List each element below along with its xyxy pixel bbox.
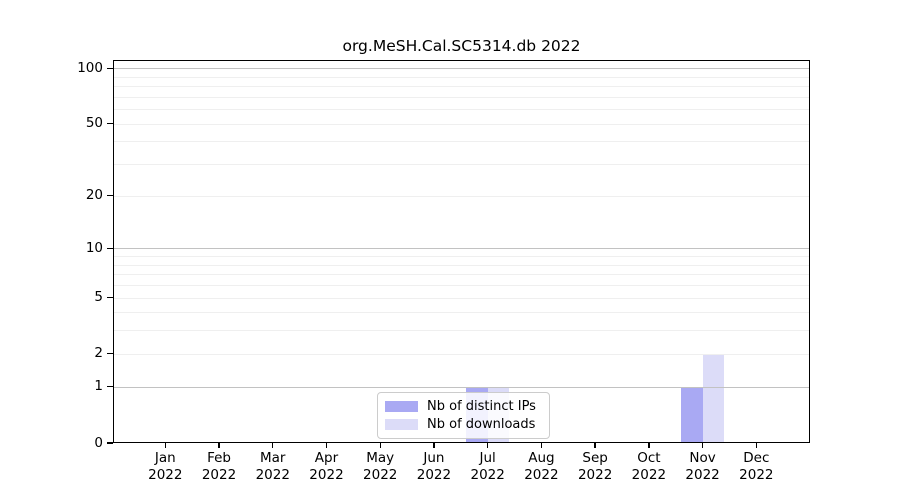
x-tick-label-aug: Aug 2022 (509, 450, 573, 484)
gridline-minor-5 (113, 297, 810, 299)
x-label-month: Aug (528, 450, 555, 466)
x-label-month: Apr (314, 450, 339, 466)
x-label-year: 2022 (577, 467, 613, 483)
x-label-month: Jun (423, 450, 445, 466)
x-tick-dec (755, 443, 758, 448)
x-tick-label-may: May 2022 (348, 450, 412, 484)
gridline-minor-9 (113, 256, 810, 258)
y-tick-label-2: 2 (94, 345, 103, 362)
grid-layer (113, 60, 810, 443)
x-label-month: Dec (743, 450, 770, 466)
x-tick-feb (218, 443, 220, 448)
y-tick-label-100: 100 (77, 59, 103, 76)
y-tick-1 (107, 386, 113, 388)
gridline-minor-30 (113, 164, 810, 166)
x-label-year: 2022 (685, 467, 720, 483)
legend-entry-1: Nb of downloads (385, 417, 541, 432)
legend-entry-0: Nb of distinct IPs (385, 399, 541, 414)
gridline-major-10 (113, 248, 810, 250)
y-tick-label-10: 10 (85, 239, 103, 256)
x-label-month: May (366, 450, 395, 466)
y-tick-label-0: 0 (94, 434, 103, 451)
gridline-minor-6 (113, 284, 810, 286)
y-tick-50 (107, 123, 113, 125)
gridline-minor-40 (113, 141, 810, 143)
x-tick-jul (486, 443, 489, 448)
x-label-month: Jul (479, 450, 496, 466)
x-tick-oct (648, 443, 650, 448)
gridline-minor-8 (113, 264, 810, 266)
x-label-year: 2022 (148, 467, 183, 483)
x-label-month: Sep (582, 450, 608, 466)
legend-swatch-icon (385, 418, 418, 430)
x-label-year: 2022 (255, 467, 290, 483)
x-tick-aug (540, 443, 543, 448)
legend: Nb of distinct IPs Nb of downloads (377, 392, 550, 439)
x-tick-label-jan: Jan 2022 (133, 450, 197, 484)
gridline-minor-4 (113, 312, 810, 314)
x-tick-label-sep: Sep 2022 (563, 450, 627, 484)
gridline-minor-60 (113, 109, 810, 111)
x-tick-label-oct: Oct 2022 (617, 450, 681, 484)
y-tick-10 (107, 247, 113, 249)
x-tick-mar (272, 443, 274, 448)
x-tick-label-mar: Mar 2022 (241, 450, 305, 484)
legend-label: Nb of downloads (427, 416, 536, 432)
x-label-year: 2022 (416, 467, 452, 483)
legend-label: Nb of distinct IPs (427, 399, 536, 415)
x-label-year: 2022 (631, 467, 667, 483)
gridline-minor-3 (113, 330, 810, 332)
y-tick-2 (107, 353, 113, 355)
y-tick-100 (107, 67, 113, 69)
x-label-year: 2022 (470, 467, 505, 483)
x-label-month: Jan (154, 450, 176, 466)
y-tick-label-20: 20 (85, 187, 103, 204)
gridline-minor-70 (113, 96, 810, 98)
gridline-minor-90 (113, 76, 810, 78)
x-label-month: Feb (207, 450, 231, 466)
gridline-minor-2 (113, 353, 810, 355)
bar-nb-of-distinct-ips-nov (681, 386, 703, 443)
plot-area (113, 60, 810, 443)
x-tick-label-jun: Jun 2022 (402, 450, 466, 484)
legend-swatch-icon (385, 401, 418, 413)
x-tick-label-dec: Dec 2022 (724, 450, 788, 484)
y-tick-5 (107, 296, 113, 299)
x-tick-jan (164, 443, 166, 448)
x-label-month: Oct (637, 450, 661, 466)
x-tick-may (379, 443, 381, 448)
y-tick-0 (107, 442, 113, 444)
x-tick-nov (701, 443, 704, 448)
x-label-month: Nov (689, 450, 716, 466)
gridline-minor-50 (113, 123, 810, 125)
x-tick-label-jul: Jul 2022 (456, 450, 520, 484)
x-tick-jun (433, 443, 435, 448)
x-tick-apr (325, 443, 328, 448)
gridline-major-1 (113, 386, 810, 388)
x-label-month: Mar (260, 450, 286, 466)
bar-nb-of-downloads-nov (702, 353, 725, 443)
gridline-minor-80 (113, 86, 810, 88)
x-label-year: 2022 (739, 467, 774, 483)
gridline-minor-20 (113, 195, 810, 197)
y-tick-label-5: 5 (94, 289, 103, 305)
x-label-year: 2022 (363, 467, 398, 483)
x-label-year: 2022 (309, 467, 344, 483)
y-tick-20 (107, 195, 113, 197)
chart-title: org.MeSH.Cal.SC5314.db 2022 (342, 37, 581, 55)
x-tick-sep (594, 443, 596, 448)
gridline-minor-7 (113, 274, 810, 276)
y-tick-label-50: 50 (85, 115, 103, 132)
x-tick-label-feb: Feb 2022 (187, 450, 251, 484)
y-tick-label-1: 1 (94, 378, 103, 395)
gridline-major-100 (113, 68, 810, 70)
x-tick-label-nov: Nov 2022 (671, 450, 735, 484)
x-label-year: 2022 (201, 467, 237, 483)
x-tick-label-apr: Apr 2022 (294, 450, 358, 484)
x-label-year: 2022 (524, 467, 559, 483)
